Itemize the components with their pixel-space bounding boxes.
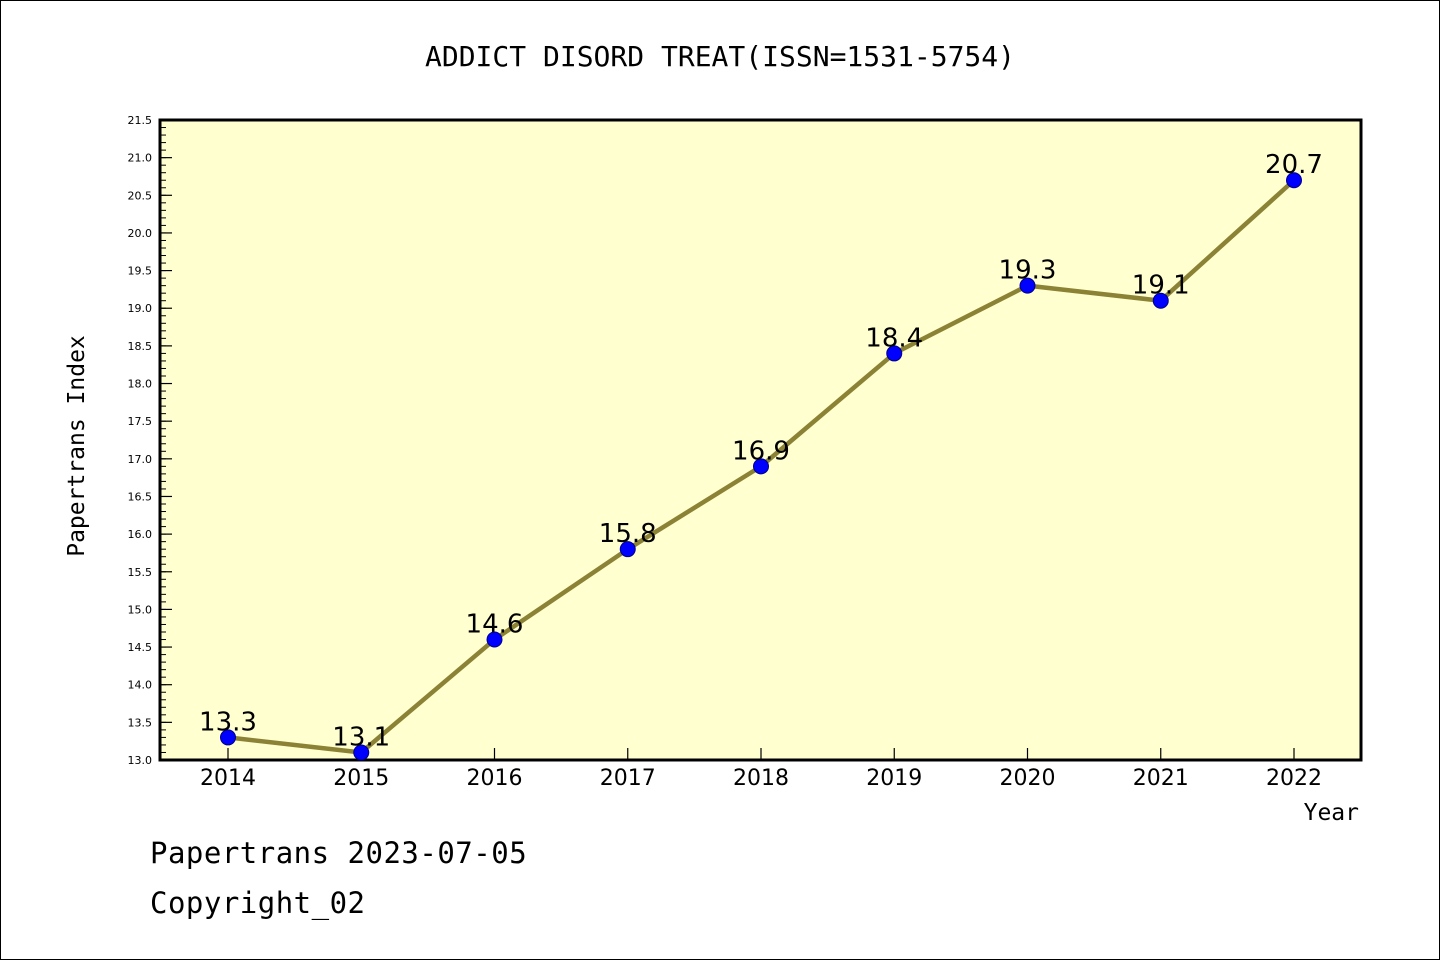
data-point	[1152, 292, 1169, 309]
data-point	[1019, 277, 1036, 294]
series-line-segment	[892, 283, 1030, 356]
series-line-segment	[225, 735, 364, 755]
y-tick-label: 13.0	[128, 754, 153, 767]
y-tick-label: 14.5	[128, 641, 153, 654]
y-tick-label: 17.0	[128, 453, 153, 466]
data-point	[619, 541, 636, 558]
y-tick-label: 17.5	[128, 415, 153, 428]
x-tick-label: 2016	[467, 766, 523, 791]
data-label: 18.4	[865, 323, 923, 353]
x-tick-label: 2019	[866, 766, 922, 791]
x-axis-ticks: 2014 2015 2016 2017 2018 2019 2020 2021 2022	[200, 748, 1322, 791]
series-line-segment	[359, 637, 497, 755]
data-label-group: 13.3 13.1 14.6 15.8 16.9 18.4 19.3 19.1 20.7	[199, 150, 1323, 752]
y-tick-label: 19.5	[128, 265, 153, 278]
x-tick-label: 2014	[200, 766, 256, 791]
data-label: 15.8	[599, 519, 657, 549]
y-axis-label: Papertrans Index	[64, 335, 90, 557]
y-tick-label: 18.5	[128, 340, 153, 353]
y-tick-label: 14.0	[128, 679, 153, 692]
data-label: 16.9	[732, 436, 790, 466]
data-point-group	[220, 172, 1302, 761]
y-tick-label: 16.0	[128, 528, 153, 541]
series-line-segment	[1158, 177, 1297, 303]
y-axis-ticks: 13.0 13.5 14.0 14.5 15.0 15.5 16.0 16.5 17.0 17.5…	[128, 114, 172, 767]
data-label: 13.3	[199, 707, 257, 737]
series-line-segment	[758, 351, 897, 469]
y-tick-label: 15.5	[128, 566, 153, 579]
chart-title: ADDICT DISORD TREAT(ISSN=1531-5754)	[425, 40, 1015, 73]
y-tick-label: 18.0	[128, 378, 153, 391]
data-label: 19.3	[999, 256, 1057, 286]
y-tick-label: 16.5	[128, 490, 153, 503]
series-line-segment	[1025, 283, 1163, 303]
footer-date-line: Papertrans 2023-07-05	[150, 836, 528, 870]
x-tick-label: 2015	[333, 766, 389, 791]
y-tick-label: 19.0	[128, 302, 153, 315]
data-point	[220, 729, 236, 746]
x-tick-label: 2020	[1000, 766, 1056, 791]
y-tick-label: 21.5	[128, 114, 153, 127]
data-point	[753, 458, 769, 475]
data-label: 19.1	[1132, 271, 1190, 301]
y-tick-label: 21.0	[128, 152, 153, 165]
x-tick-label: 2018	[733, 766, 789, 791]
x-axis-label: Year	[1304, 800, 1359, 826]
footer-copyright-line: Copyright_02	[150, 886, 366, 920]
series-line-group	[225, 177, 1297, 755]
y-tick-label: 20.0	[128, 227, 153, 240]
data-point	[353, 744, 370, 761]
y-tick-label: 15.0	[128, 603, 153, 616]
series-line-segment	[492, 546, 630, 642]
series-line-segment	[625, 464, 764, 552]
plot-area	[158, 118, 1363, 762]
x-tick-label: 2017	[600, 766, 656, 791]
data-label: 20.7	[1265, 150, 1323, 180]
data-label: 14.6	[466, 610, 524, 640]
data-point	[1286, 172, 1302, 189]
data-point	[486, 631, 503, 648]
y-tick-label: 20.5	[128, 189, 153, 202]
x-tick-label: 2021	[1133, 766, 1189, 791]
data-label: 13.1	[332, 722, 390, 752]
y-tick-label: 13.5	[128, 716, 153, 729]
x-tick-label: 2022	[1266, 766, 1322, 791]
data-point	[886, 345, 903, 362]
